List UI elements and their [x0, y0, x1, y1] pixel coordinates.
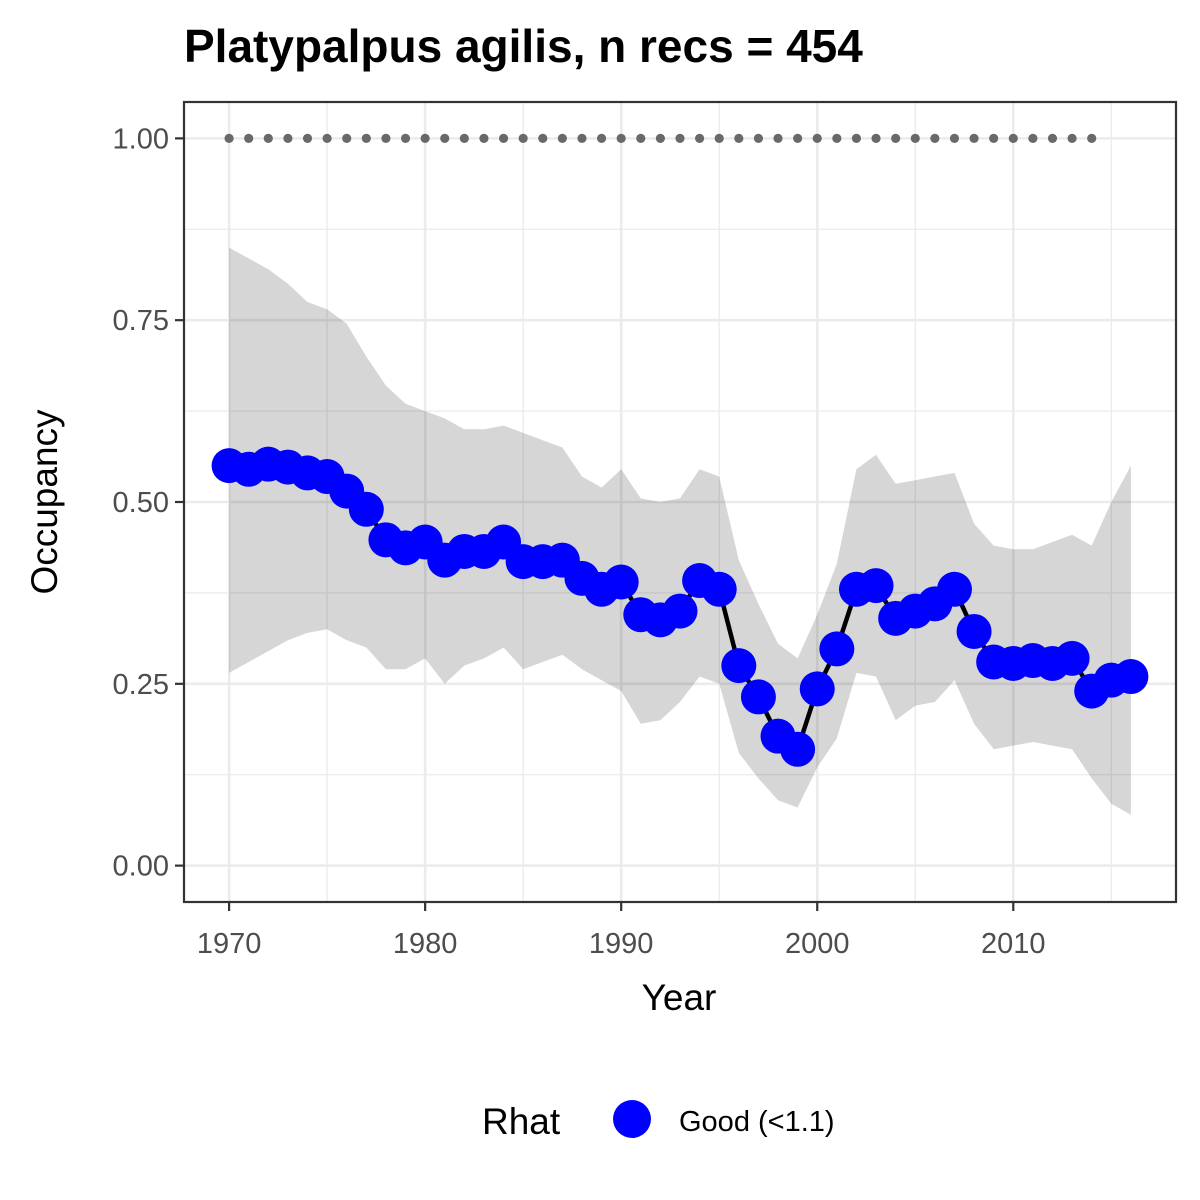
- grid-minor: [184, 102, 1176, 902]
- reference-dot: [302, 133, 313, 143]
- reference-dot: [714, 133, 724, 143]
- reference-dot: [1087, 133, 1097, 143]
- x-axis-title: Year: [642, 977, 717, 1018]
- reference-dot: [479, 133, 489, 143]
- reference-dot: [851, 133, 862, 143]
- data-point: [662, 593, 698, 629]
- x-tick-label: 2000: [785, 928, 850, 960]
- reference-dot: [812, 133, 822, 143]
- x-tick-label: 2010: [981, 928, 1046, 960]
- data-point: [348, 491, 384, 527]
- reference-dot: [518, 133, 528, 143]
- x-tick-label: 1990: [589, 928, 654, 960]
- data-point: [701, 571, 737, 607]
- reference-dot: [557, 133, 567, 143]
- reference-dot: [891, 133, 901, 143]
- reference-dot: [596, 133, 607, 143]
- reference-line-layer: [224, 133, 1097, 143]
- data-point: [1054, 640, 1090, 676]
- data-point: [603, 564, 639, 600]
- y-tick-label: 1.00: [113, 123, 169, 155]
- reference-dot: [224, 133, 234, 143]
- y-tick-label: 0.50: [113, 487, 169, 519]
- reference-dot: [361, 133, 371, 143]
- reference-dot: [636, 133, 646, 143]
- reference-dot: [1047, 133, 1058, 143]
- y-axis: 0.00 0.25 0.50 0.75 1.00: [113, 123, 184, 883]
- reference-dot: [1067, 133, 1077, 143]
- reference-dot: [753, 133, 764, 143]
- reference-dot: [793, 133, 803, 143]
- reference-dot: [400, 133, 411, 143]
- reference-dot: [538, 133, 548, 143]
- reference-dot: [283, 133, 293, 143]
- data-point: [780, 731, 816, 767]
- legend-key-good: [613, 1100, 651, 1138]
- reference-dot: [459, 133, 469, 143]
- reference-dot: [440, 133, 450, 143]
- data-point: [936, 571, 972, 607]
- legend-title: Rhat: [482, 1101, 561, 1142]
- reference-dot: [871, 133, 881, 143]
- y-tick-label: 0.25: [113, 669, 169, 701]
- reference-dot: [910, 133, 920, 143]
- y-tick-label: 0.00: [113, 851, 169, 883]
- legend-label-good: Good (<1.1): [679, 1106, 835, 1138]
- x-axis: 1970 1980 1990 2000 2010: [197, 902, 1046, 960]
- data-point: [721, 648, 757, 684]
- x-tick-label: 1970: [197, 928, 262, 960]
- plot-panel: [182, 100, 1178, 904]
- reference-dot: [381, 133, 391, 143]
- reference-dot: [577, 133, 587, 143]
- y-axis-title: Occupancy: [24, 409, 65, 595]
- y-tick-label: 0.75: [113, 305, 169, 337]
- reference-dot: [930, 133, 940, 143]
- series-points-layer: [211, 446, 1149, 767]
- reference-dot: [342, 133, 352, 143]
- data-point: [956, 613, 992, 649]
- reference-dot: [1028, 133, 1038, 143]
- reference-dot: [734, 133, 744, 143]
- reference-dot: [989, 133, 999, 143]
- reference-dot: [773, 133, 783, 143]
- legend: Rhat Good (<1.1): [482, 1100, 835, 1142]
- reference-dot: [420, 133, 430, 143]
- data-point: [1113, 659, 1149, 695]
- data-point: [858, 568, 894, 604]
- reference-dot: [832, 133, 842, 143]
- reference-dot: [675, 133, 685, 143]
- reference-dot: [263, 133, 273, 143]
- reference-dot: [616, 133, 626, 143]
- data-point: [799, 671, 835, 707]
- confidence-ribbon: [229, 247, 1131, 815]
- reference-dot: [969, 133, 979, 143]
- confidence-ribbon-layer: [229, 247, 1131, 815]
- reference-dot: [322, 133, 332, 143]
- data-point: [819, 631, 855, 667]
- reference-dot: [244, 133, 254, 143]
- chart-title: Platypalpus agilis, n recs = 454: [184, 20, 863, 72]
- reference-dot: [1008, 133, 1018, 143]
- x-tick-label: 1980: [393, 928, 458, 960]
- reference-dot: [695, 133, 705, 143]
- reference-dot: [949, 133, 960, 143]
- reference-dot: [655, 133, 665, 143]
- data-point: [740, 679, 776, 715]
- reference-dot: [498, 133, 509, 143]
